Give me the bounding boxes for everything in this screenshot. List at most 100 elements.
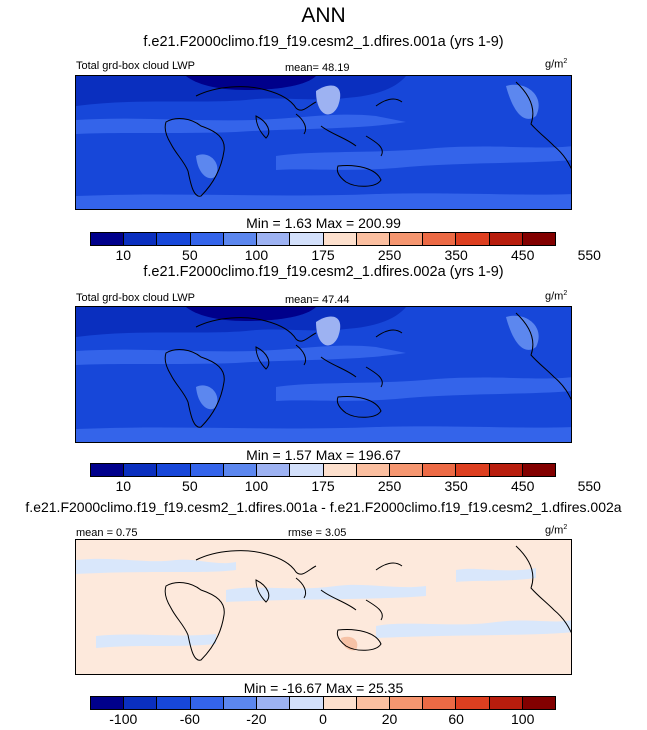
- colorbar-cell: [124, 697, 158, 709]
- panel-2-coastlines: [164, 312, 571, 428]
- map-region-lowest-lwp: [186, 76, 316, 90]
- colorbar-cell: [489, 464, 523, 476]
- colorbar-cell: [456, 233, 490, 245]
- colorbar-cell: [257, 697, 291, 709]
- colorbar-cell: [323, 697, 357, 709]
- panel-3-map: [75, 539, 572, 675]
- colorbar-tick-label: 175: [311, 247, 335, 263]
- map-region-high-lwp: [316, 316, 341, 346]
- colorbar-cell: [223, 233, 258, 245]
- colorbar-cell: [190, 697, 224, 709]
- colorbar-cell: [423, 233, 457, 245]
- colorbar-tick-label: 20: [381, 711, 398, 727]
- colorbar-cell: [323, 233, 357, 245]
- colorbar-cell: [356, 233, 390, 245]
- map-background: [76, 540, 571, 674]
- colorbar-cell: [190, 464, 224, 476]
- map-region-negative-1: [76, 558, 236, 574]
- panel-1-map-svg: [76, 76, 571, 209]
- colorbar-cell: [389, 697, 424, 709]
- colorbar-cell: [257, 233, 291, 245]
- map-region-itcz-band: [276, 146, 571, 170]
- colorbar-tick-label: 50: [182, 478, 198, 494]
- panel-3-rmse-label: rmse = 3.05: [288, 527, 347, 539]
- colorbar-cell: [290, 697, 324, 709]
- colorbar-tick-label: 10: [115, 478, 132, 494]
- colorbar-cell: [522, 233, 556, 245]
- colorbar-cell: [356, 464, 390, 476]
- colorbar-cell: [456, 697, 490, 709]
- colorbar-cell: [323, 464, 357, 476]
- map-region-high-lwp: [316, 85, 341, 115]
- panel-2-map-svg: [76, 307, 571, 442]
- panel-1-minmax: Min = 1.63 Max = 200.99: [246, 215, 401, 231]
- colorbar-cell: [91, 464, 125, 476]
- panel-1-colorbar: [90, 232, 556, 246]
- panel-3-minmax: Min = -16.67 Max = 25.35: [243, 680, 404, 696]
- panel-3-mean-label: mean = 0.75: [76, 527, 138, 539]
- colorbar-cell: [522, 697, 556, 709]
- colorbar-cell: [223, 697, 258, 709]
- colorbar-tick-label: 450: [511, 247, 535, 263]
- panel-3-colorbar: [90, 696, 556, 710]
- colorbar-tick-label: 10: [115, 247, 132, 263]
- colorbar-cell: [124, 233, 158, 245]
- colorbar-cell: [489, 697, 523, 709]
- colorbar-cell: [91, 233, 125, 245]
- colorbar-cell: [290, 233, 324, 245]
- figure-title: ANN: [301, 4, 346, 27]
- colorbar-tick-label: 60: [448, 711, 464, 727]
- map-region-negative-3: [376, 620, 571, 638]
- colorbar-cell: [389, 233, 424, 245]
- colorbar-tick-label: 100: [511, 711, 535, 727]
- colorbar-tick-label: 350: [444, 478, 468, 494]
- colorbar-tick-label: -20: [246, 711, 267, 727]
- colorbar-cell: [157, 697, 191, 709]
- colorbar-cell: [91, 697, 125, 709]
- panel-1-variable-label: Total grd-box cloud LWP: [76, 60, 196, 72]
- panel-1-units: g/m2: [545, 58, 568, 71]
- panel-2-colorbar: [90, 463, 556, 477]
- colorbar-cell: [157, 233, 191, 245]
- colorbar-cell: [157, 464, 191, 476]
- colorbar-tick-label: 250: [377, 478, 402, 494]
- map-region-negative-5: [456, 568, 536, 582]
- map-region-midlat-band: [76, 345, 406, 365]
- panel-3-units: g/m2: [545, 524, 568, 537]
- colorbar-cell: [356, 697, 390, 709]
- map-region-itcz-band: [276, 377, 571, 401]
- panel-1-mean-label: mean= 48.19: [285, 62, 350, 74]
- colorbar-cell: [423, 464, 457, 476]
- colorbar-tick-label: 0: [319, 711, 327, 727]
- map-region-high-lwp-2: [506, 84, 539, 119]
- panel-2-minmax: Min = 1.57 Max = 196.67: [246, 447, 401, 463]
- panel-2-map: [75, 306, 572, 443]
- panel-2-mean-label: mean= 47.44: [285, 294, 350, 306]
- colorbar-cell: [389, 464, 424, 476]
- panel-3-map-svg: [76, 540, 571, 674]
- colorbar-tick-label: -100: [109, 711, 138, 727]
- map-region-africa-high: [196, 385, 218, 410]
- panel-3-case-title: f.e21.F2000climo.f19_f19.cesm2_1.dfires.…: [25, 499, 622, 515]
- colorbar-tick-label: 250: [377, 247, 402, 263]
- map-region-positive-max: [341, 636, 358, 651]
- colorbar-tick-label: 450: [511, 478, 535, 494]
- colorbar-tick-label: 550: [577, 478, 601, 494]
- colorbar-tick-label: 50: [182, 247, 198, 263]
- colorbar-tick-label: 175: [311, 478, 335, 494]
- map-region-high-lwp-2: [506, 315, 539, 350]
- colorbar-tick-label: 100: [244, 247, 269, 263]
- colorbar-cell: [190, 233, 224, 245]
- panel-1-case-title: f.e21.F2000climo.f19_f19.cesm2_1.dfires.…: [143, 34, 504, 50]
- map-region-lowest-lwp: [186, 307, 316, 321]
- map-region-southern-band: [76, 426, 571, 442]
- colorbar-cell: [223, 464, 258, 476]
- colorbar-tick-label: 550: [577, 247, 601, 263]
- map-region-negative-4: [96, 634, 216, 648]
- colorbar-cell: [290, 464, 324, 476]
- map-region-southern-band: [76, 193, 571, 209]
- panel-3-coastlines: [164, 545, 571, 661]
- colorbar-tick-label: 350: [444, 247, 468, 263]
- colorbar-cell: [522, 464, 556, 476]
- colorbar-cell: [124, 464, 158, 476]
